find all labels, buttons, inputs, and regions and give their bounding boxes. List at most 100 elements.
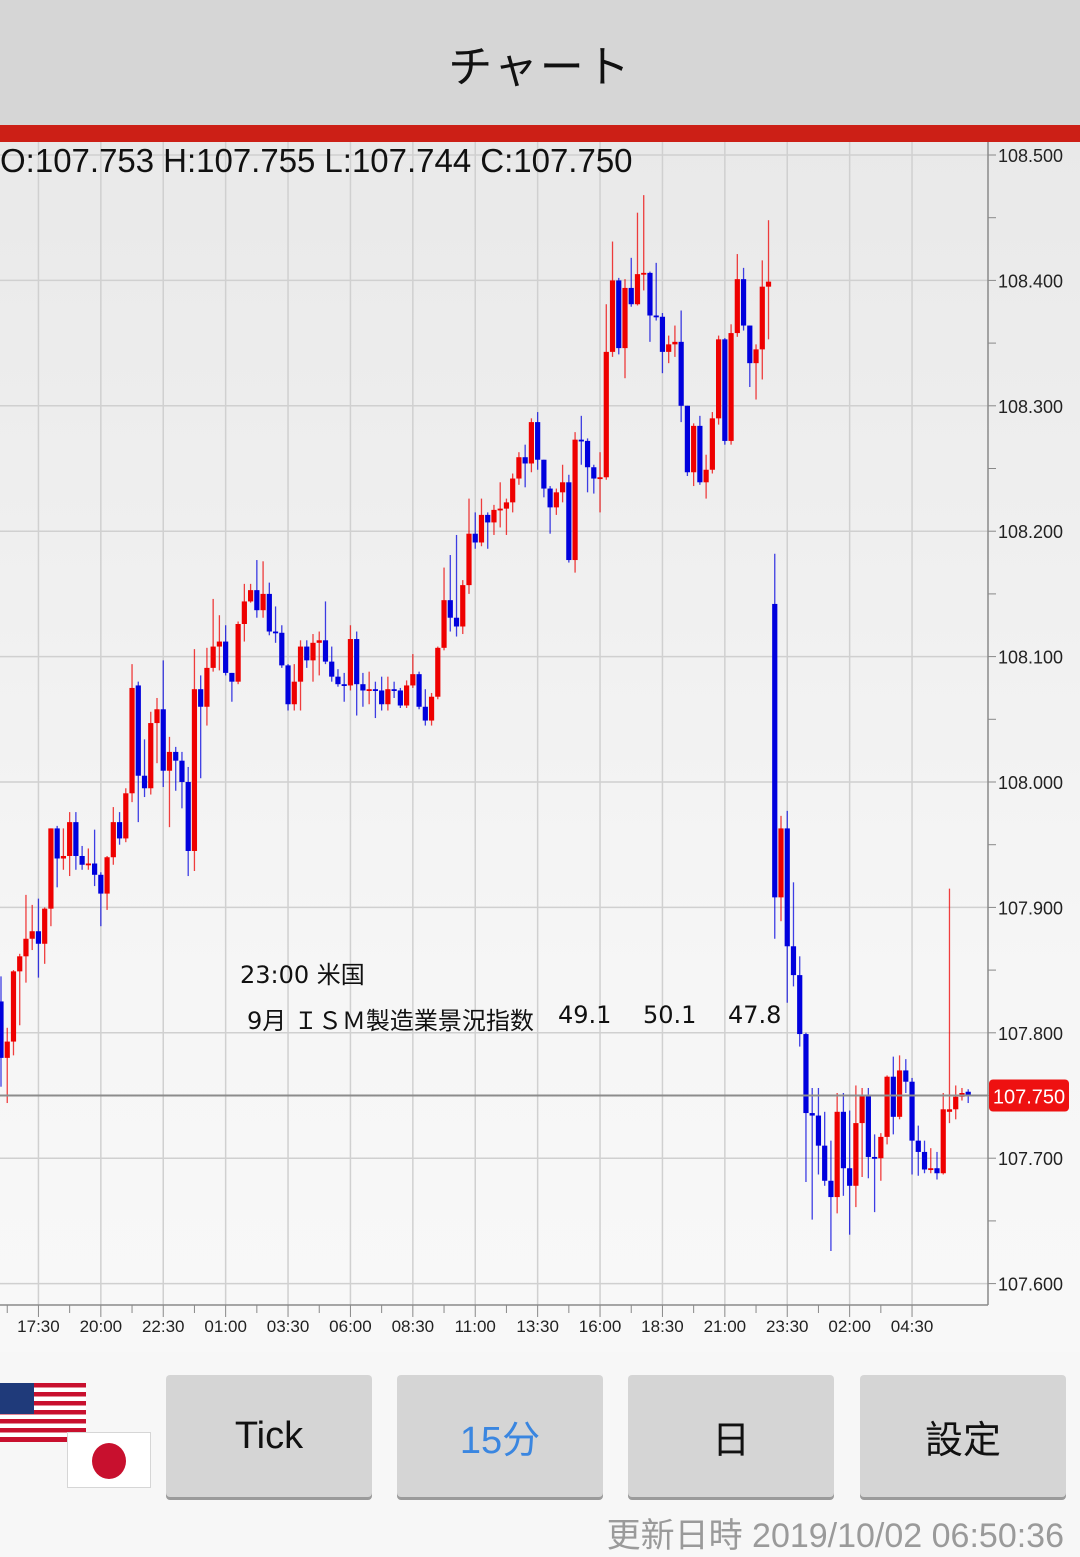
settings-button[interactable]: 設定 [860,1375,1066,1497]
candle [248,583,254,603]
candle-body [497,508,503,511]
candle-body [92,863,98,875]
candlestick-chart[interactable]: 108.500 108.400 108.300 108.200 108.100 108.0… [0,0,1080,1352]
candle [110,807,116,865]
candle-body [466,533,472,586]
candle [778,815,784,922]
candle-body [453,617,460,627]
candle [347,625,354,691]
candle-body [684,405,690,473]
candle [379,676,385,711]
candle [734,254,740,337]
candle [628,257,634,307]
candle-body [210,646,216,668]
updated-label: 更新日時 [606,1517,743,1555]
candle-body [666,344,672,352]
candle [285,664,291,711]
x-tick-label: 20:00 [80,1317,123,1336]
candle [622,279,628,379]
15min-button[interactable]: 15分 [397,1375,603,1497]
candle [753,344,759,400]
candle [48,828,54,927]
candle [341,672,347,702]
candle [241,583,247,642]
candle [104,855,110,910]
candle-body [129,687,135,794]
candle-body [872,1156,878,1159]
candle [884,1075,890,1145]
daily-button[interactable]: 日 [628,1375,834,1497]
candle [235,621,241,685]
x-tick-label: 23:30 [766,1317,809,1336]
x-tick-label: 04:30 [891,1317,934,1336]
candle-body [628,287,634,305]
candle-body [116,822,123,839]
candle [0,976,4,1087]
event-forecast: 49.1 [558,1001,612,1029]
candle [560,464,566,503]
candle [503,498,510,535]
candle-body [354,639,360,685]
candle-body [834,1111,840,1198]
x-tick-label: 22:30 [142,1317,185,1336]
candle-body [946,1109,953,1112]
candle [322,601,329,665]
candle [198,675,204,779]
candle [591,464,597,494]
candle [210,598,216,672]
candle-body [23,938,29,957]
candle [329,646,335,682]
candle [896,1055,903,1120]
japan-flag-icon [67,1432,151,1488]
candle [840,1092,846,1196]
candle [391,681,397,698]
y-tick-label: 108.200 [998,522,1063,542]
x-tick-label: 03:30 [267,1317,310,1336]
candle-body [903,1070,909,1082]
candle [803,1032,809,1183]
candle [822,1111,828,1186]
candle [716,335,722,425]
candle-body [522,457,528,464]
tick-button[interactable]: Tick [166,1375,372,1497]
candle [672,325,678,357]
candle-body [48,828,54,909]
candle-body [815,1115,822,1146]
candle [522,444,528,488]
candle-body [229,672,235,682]
candle-body [310,642,316,661]
candle [641,195,647,291]
candle [73,812,79,870]
y-tick-label: 107.600 [998,1275,1063,1295]
candle-body [853,1123,859,1186]
candle-body [235,623,241,682]
candle [272,606,279,643]
candle-body [185,782,191,851]
event-time-country: 23:00 米国 [240,961,365,989]
candle [909,1077,915,1175]
candle [497,482,503,528]
candle-body [204,667,210,707]
y-tick-label: 108.300 [998,397,1063,417]
candle [129,664,135,803]
candle [460,580,466,635]
candle [728,324,734,445]
x-tick-label: 01:00 [204,1317,247,1336]
ohlc-readout: O:107.753 H:107.755 L:107.744 C:107.750 [0,142,642,180]
candle [29,904,35,951]
candle [647,271,653,342]
candle [703,454,709,499]
candle-body [160,709,166,771]
candle [141,739,148,798]
candle-body [60,855,66,859]
candle-body [54,828,60,859]
candle [185,766,191,877]
candle [23,894,29,983]
candle [223,625,229,676]
candle [847,1110,853,1235]
y-tick-label: 108.000 [998,773,1063,793]
candle-body [266,593,272,632]
candle [765,220,772,340]
candles [0,195,971,1251]
candle-body [510,478,516,503]
